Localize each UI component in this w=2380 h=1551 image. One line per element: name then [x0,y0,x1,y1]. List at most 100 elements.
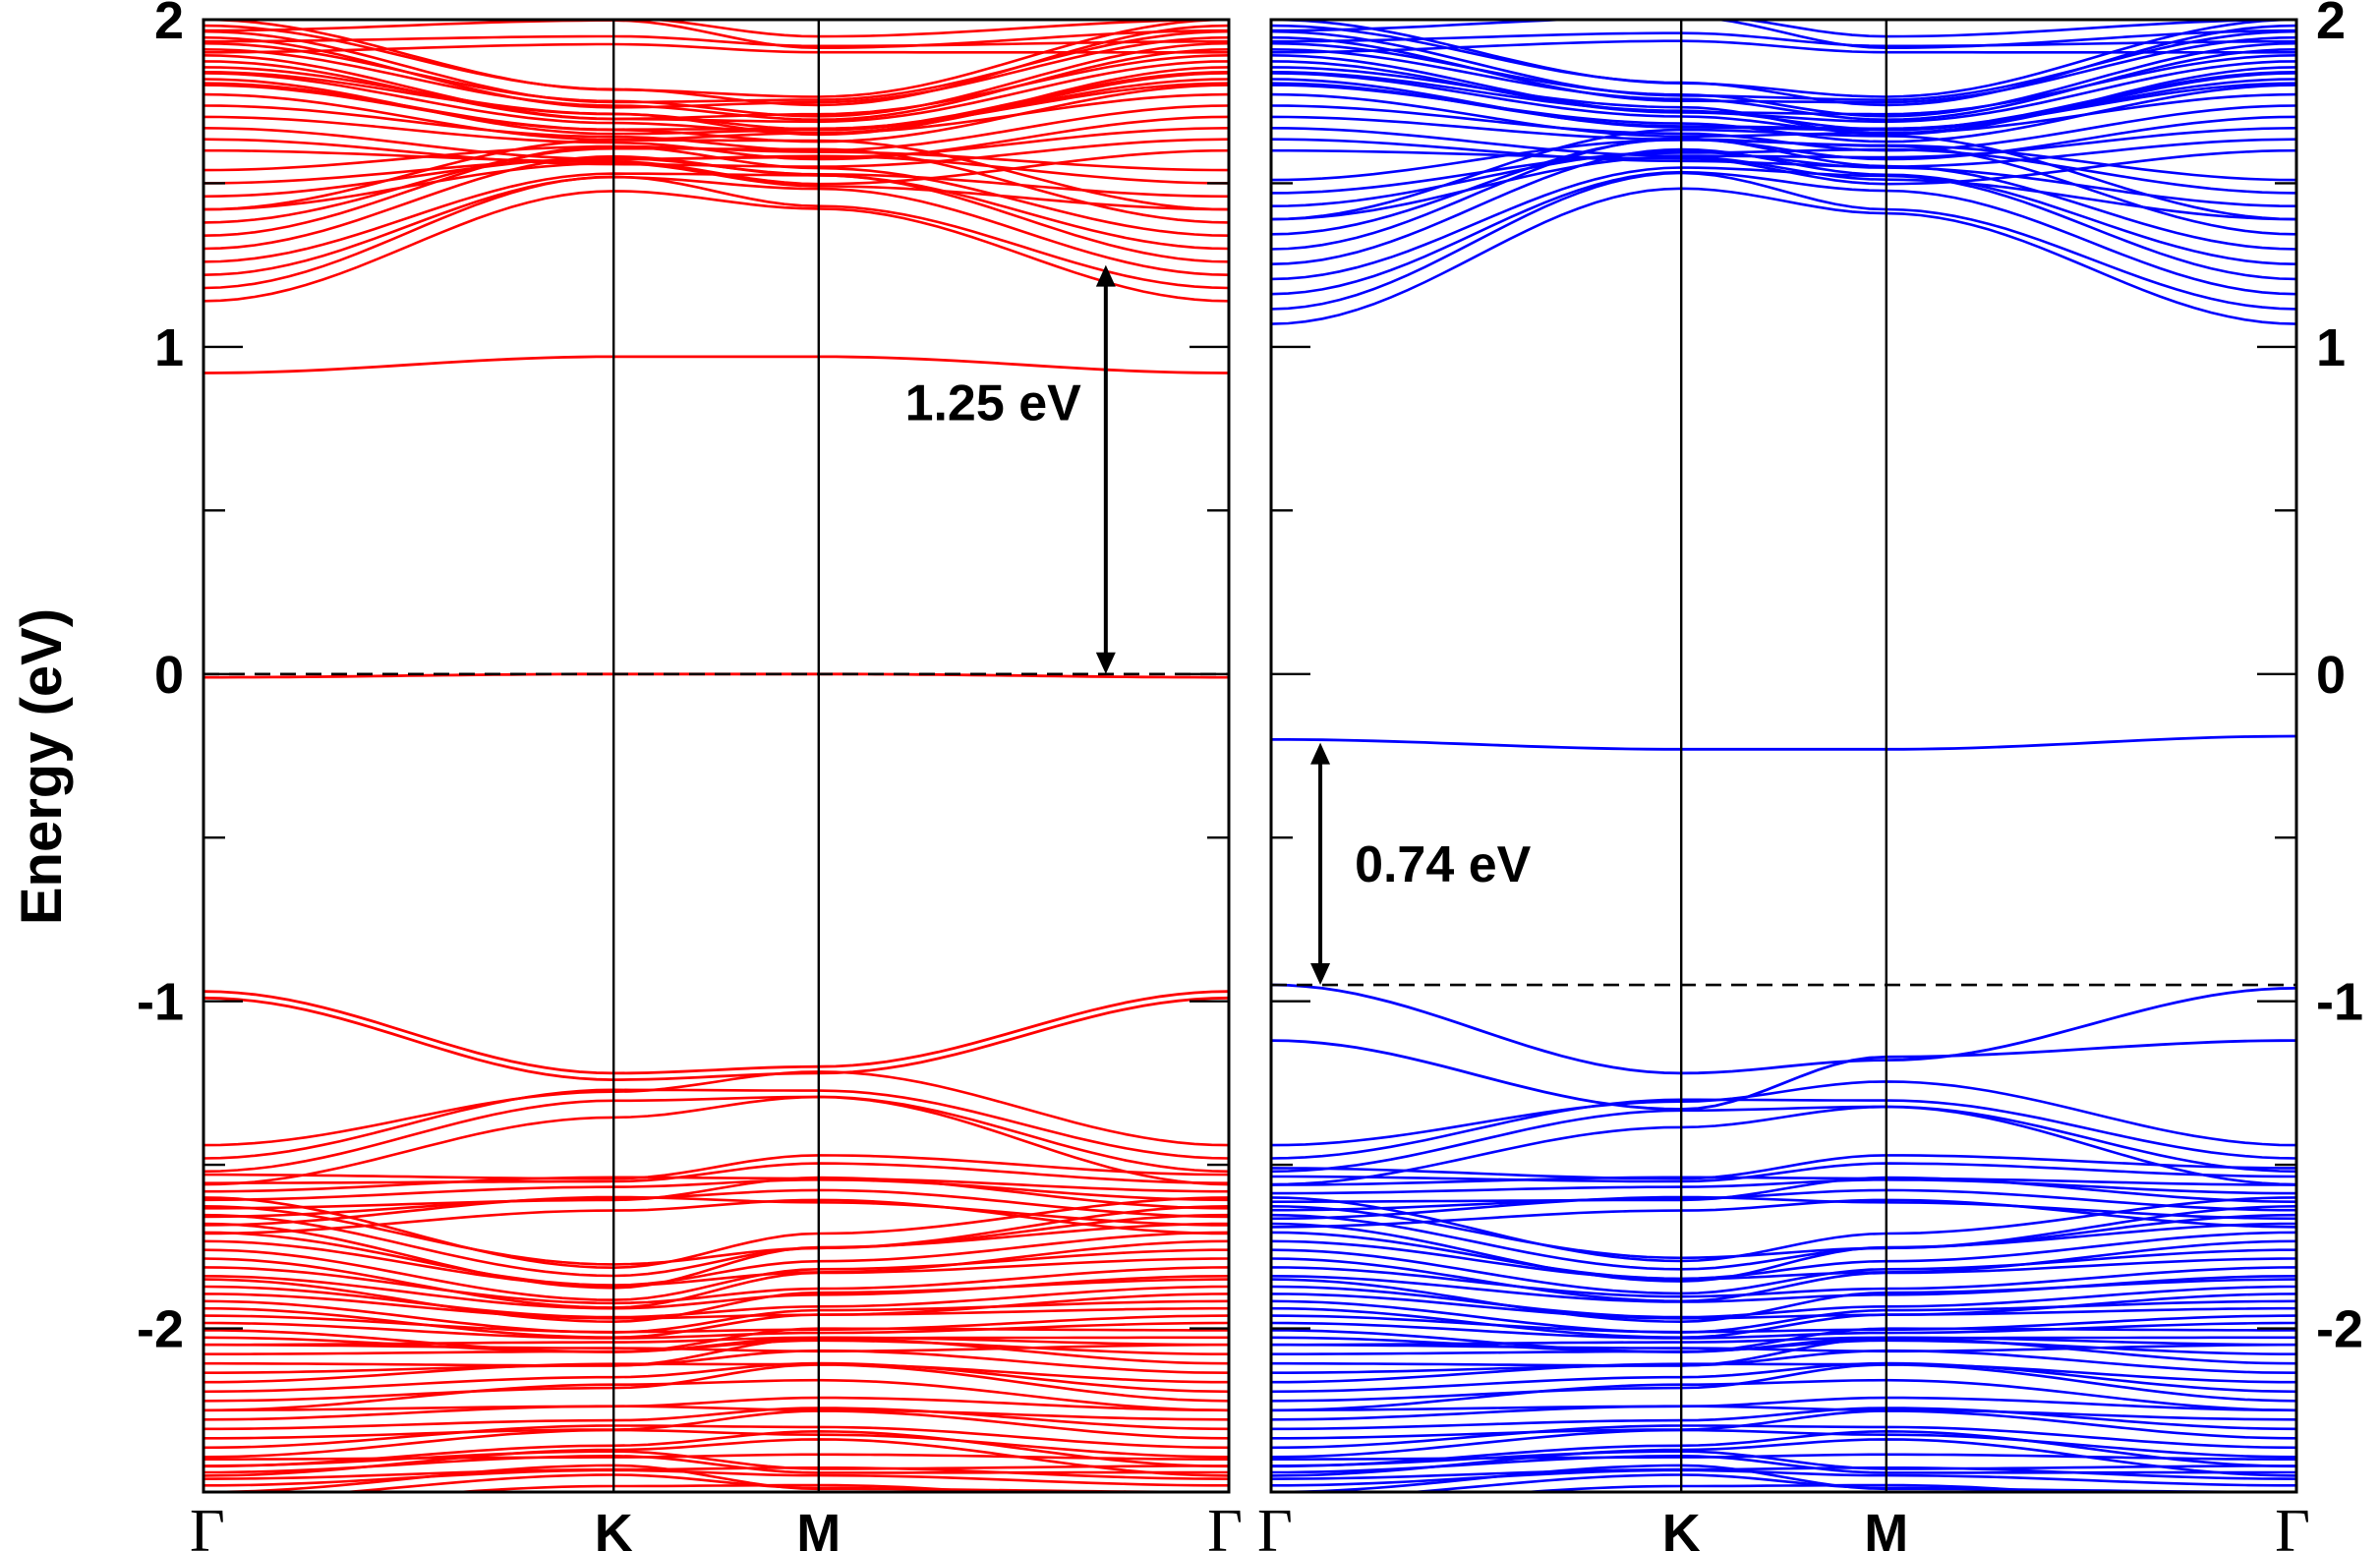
band-line [203,72,1229,135]
band-line [203,1095,1229,1174]
band-line [1271,29,2296,101]
band-line [1271,1361,2296,1394]
band-line [1271,1314,2296,1334]
band-line [203,1292,1229,1320]
band-line [1271,39,2296,54]
band-line [203,1339,1229,1355]
band-line [203,1278,1229,1324]
band-line [1271,1188,2296,1212]
y-tick-label: 1 [154,318,184,377]
band-line [1271,147,2296,195]
y-tick-label: 2 [2316,0,2346,50]
band-line [1271,1098,2296,1160]
band-line [1271,66,2296,137]
band-line [203,1195,1229,1227]
band-line [203,1314,1229,1334]
kpoint-label: Γ [2275,1498,2310,1551]
band-line [1271,1378,2296,1412]
band-line [1271,147,2296,265]
band-line [203,1222,1229,1290]
band-line [1508,1483,2068,1492]
band-line [1271,41,2296,118]
band-line [1271,149,2296,207]
band-line [1271,1428,2296,1459]
band-line [1271,1453,2296,1461]
band-line [203,1362,1229,1384]
band-line [203,190,1229,303]
band-line [1271,1321,2296,1340]
band-line [1271,1405,2296,1421]
band-line [203,1424,1229,1450]
band-line [1271,1039,2296,1111]
kpoint-label: Γ [1207,1498,1243,1551]
gap-label: 1.25 eV [905,375,1082,432]
band-line [203,54,1229,121]
band-line [203,1343,1229,1353]
band-line [1271,1266,2296,1298]
band-line [1271,1080,2296,1147]
band-line [1271,1454,2296,1474]
y-tick-label: -2 [137,1300,184,1359]
kpoint-label: K [1662,1504,1701,1551]
band-line [203,1337,1229,1367]
band-line [1271,1292,2296,1320]
right-band-panel: -2 -1 0 1 2 Γ K M Γ 0.74 eV [1257,0,2363,1551]
band-line [1271,138,2296,168]
band-line [203,1285,1229,1319]
band-line [1271,1396,2296,1412]
band-line [203,996,1229,1082]
band-line [1271,1466,2296,1480]
band-line [1271,1105,2296,1174]
band-line [1271,1178,2296,1195]
band-line [203,115,1229,161]
band-line [1271,1205,2296,1260]
band-line [1271,1162,2296,1183]
band-line [203,1378,1229,1412]
band-line [1271,1285,2296,1319]
band-line [203,1361,1229,1394]
band-line [1271,115,2296,161]
y-tick-label: 1 [2316,318,2346,377]
band-line [203,1239,1229,1288]
band-line [1271,1222,2296,1283]
band-line [1271,1450,2296,1470]
band-line [203,1162,1229,1184]
plot-frame [1269,18,2298,1494]
band-line [1271,104,2296,152]
band-line [1271,72,2296,135]
band-line [203,1405,1229,1421]
band-line [1271,1362,2296,1384]
band-line [1271,187,2296,325]
y-tick-label: 0 [154,646,184,705]
band-line [203,161,1229,211]
band-line [1271,1275,2296,1303]
y-tick-label: -1 [2316,973,2363,1032]
band-line [1271,20,2296,50]
band-lines [203,20,1229,1492]
band-line [203,1466,1229,1480]
band-line [1271,1176,2296,1203]
band-line [1271,1257,2296,1303]
band-line [1271,35,2296,104]
band-line [203,138,1229,168]
band-line [330,1473,1024,1492]
band-line [203,175,1229,276]
band-line [1271,1409,2296,1440]
band-line [1271,127,2296,159]
kpoint-label: M [796,1504,841,1551]
left-band-panel: -2 -1 0 1 2 Γ K M Γ 1.25 eV [137,0,1243,1551]
y-tick-label: -2 [2316,1300,2363,1359]
band-line [1271,983,2296,1075]
band-line [203,1088,1229,1160]
band-line [1271,20,2296,38]
band-line [1271,148,2296,186]
band-line [203,1231,1229,1287]
band-line [1271,1278,2296,1324]
band-line [203,84,1229,144]
band-line [1271,1336,2296,1347]
band-line [1271,20,2296,98]
gap-arrow-head [1310,963,1331,986]
band-line [203,104,1229,152]
band-line [203,1154,1229,1180]
band-line [203,1188,1229,1219]
